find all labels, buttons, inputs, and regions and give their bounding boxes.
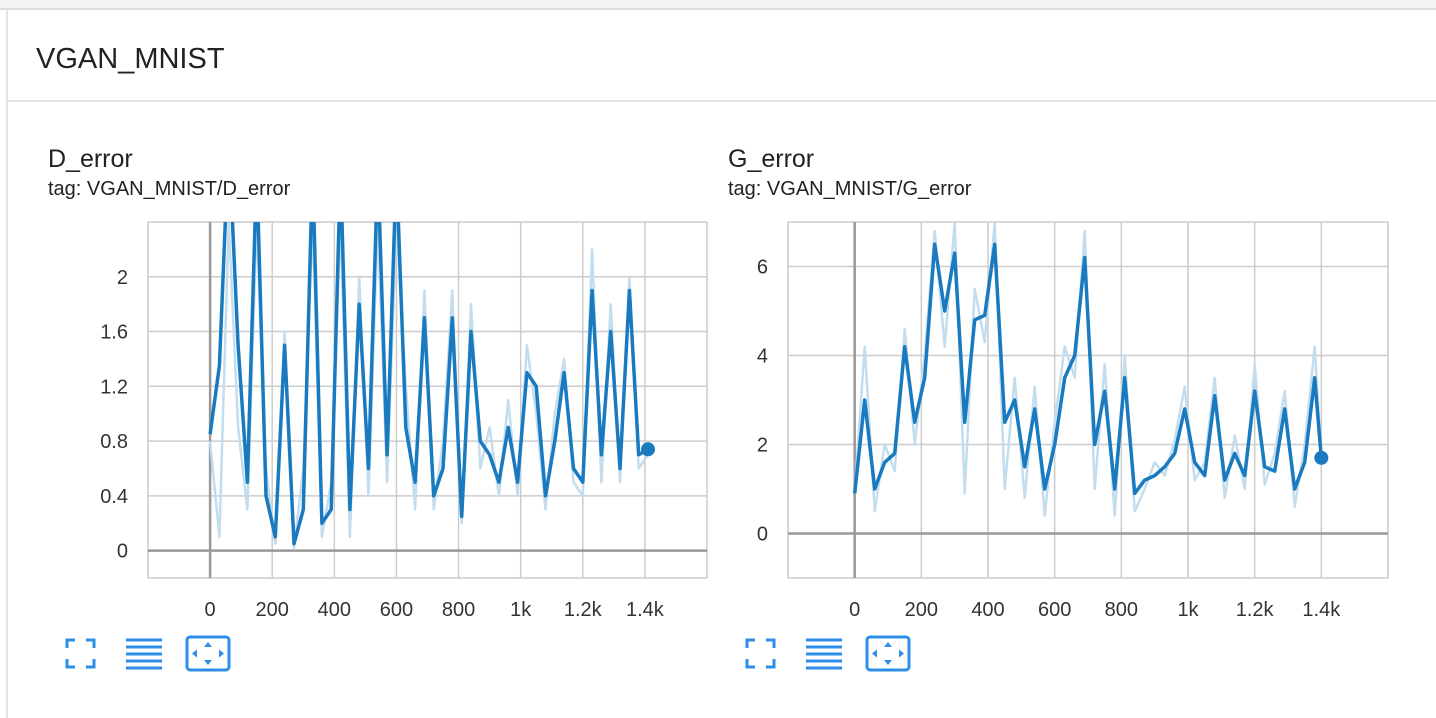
fullscreen-button[interactable] xyxy=(65,638,96,669)
x-tick-label: 600 xyxy=(380,599,413,621)
fit-arrows xyxy=(192,642,904,665)
x-tick-label: 0 xyxy=(849,599,860,621)
x-tick-label: 200 xyxy=(256,599,289,621)
x-tick-label: 1.2k xyxy=(1236,599,1275,621)
series-line xyxy=(208,222,649,546)
y-tick-label: 4 xyxy=(757,346,768,368)
fit-domain-button[interactable] xyxy=(185,635,231,672)
x-tick-label: 1.4k xyxy=(626,599,665,621)
x-tick-label: 1k xyxy=(1177,599,1199,621)
x-tick-label: 800 xyxy=(442,599,475,621)
y-tick-label: 1.6 xyxy=(100,322,128,344)
x-tick-label: 1.2k xyxy=(564,599,603,621)
chart-title: D_error xyxy=(48,145,133,173)
x-tick-label: 1k xyxy=(510,599,532,621)
fit-domain-button[interactable] xyxy=(865,635,911,672)
x-tick-label: 1.4k xyxy=(1302,599,1341,621)
y-tick-label: 0.4 xyxy=(100,486,128,508)
series-line xyxy=(852,242,1324,496)
section-title: VGAN_MNIST xyxy=(36,43,225,75)
x-tick-label: 800 xyxy=(1105,599,1138,621)
last-point xyxy=(1314,450,1329,465)
y-tick-label: 0 xyxy=(757,524,768,546)
x-tick-label: 600 xyxy=(1038,599,1071,621)
plot-area xyxy=(208,222,650,550)
x-tick-label: 0 xyxy=(205,599,216,621)
fit-arrow xyxy=(872,642,904,665)
y-tick-label: 6 xyxy=(757,257,768,279)
x-tick-label: 400 xyxy=(318,599,351,621)
fit-arrow xyxy=(192,642,224,665)
chart-subtitle: tag: VGAN_MNIST/G_error xyxy=(728,178,972,200)
last-point xyxy=(640,442,655,457)
x-tick-label: 200 xyxy=(905,599,938,621)
y-tick-label: 0 xyxy=(117,541,128,563)
log-scale-button[interactable] xyxy=(806,638,842,670)
fullscreen-button[interactable] xyxy=(745,638,776,669)
y-tick-label: 0.8 xyxy=(100,431,128,453)
log-scale-button[interactable] xyxy=(126,638,162,670)
toolbar xyxy=(65,635,911,672)
plot-area xyxy=(852,222,1324,517)
chart-subtitle: tag: VGAN_MNIST/D_error xyxy=(48,178,291,200)
y-tick-label: 2 xyxy=(117,267,128,289)
y-tick-label: 2 xyxy=(757,435,768,457)
chart-title: G_error xyxy=(728,145,814,173)
top-strip xyxy=(0,0,1436,9)
x-tick-label: 400 xyxy=(971,599,1004,621)
y-tick-label: 1.2 xyxy=(100,376,128,398)
